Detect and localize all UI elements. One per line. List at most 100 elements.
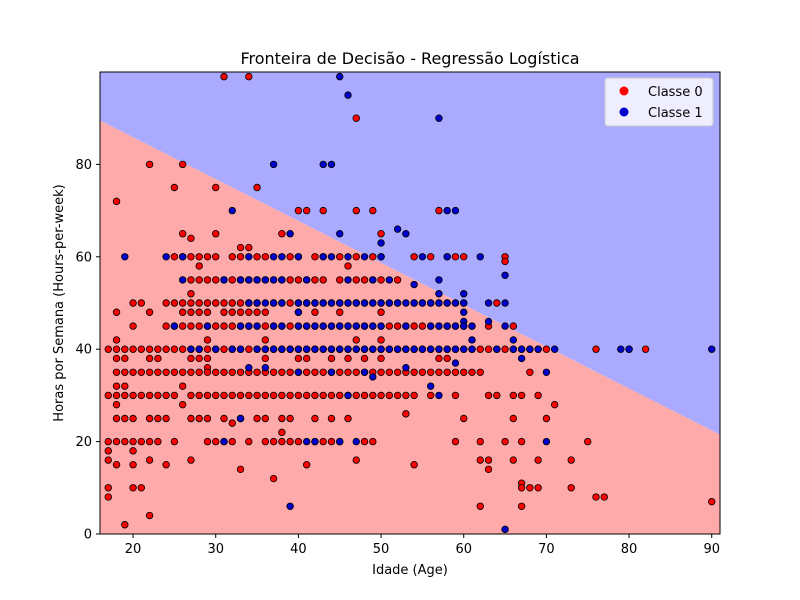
- x-tick-label: 60: [455, 542, 472, 557]
- point-classe-0: [352, 276, 360, 284]
- point-classe-0: [352, 206, 360, 215]
- point-classe-0: [195, 299, 203, 307]
- point-classe-0: [286, 437, 294, 446]
- point-classe-0: [195, 308, 203, 316]
- point-classe-1: [360, 322, 369, 330]
- point-classe-1: [311, 322, 319, 330]
- point-classe-0: [187, 253, 195, 261]
- point-classe-0: [311, 253, 319, 261]
- point-classe-1: [269, 322, 278, 330]
- point-classe-0: [344, 262, 352, 270]
- point-classe-0: [534, 391, 542, 400]
- x-tick-label: 50: [373, 542, 390, 557]
- point-classe-1: [534, 345, 542, 353]
- legend-box: [604, 77, 714, 127]
- point-classe-0: [360, 354, 369, 363]
- point-classe-0: [352, 253, 360, 261]
- point-classe-0: [121, 354, 129, 363]
- point-classe-0: [311, 308, 319, 316]
- point-classe-1: [435, 345, 443, 353]
- point-classe-0: [228, 419, 236, 427]
- point-classe-0: [203, 253, 212, 261]
- point-classe-0: [245, 391, 253, 400]
- point-classe-0: [212, 276, 220, 284]
- point-classe-0: [195, 414, 203, 423]
- point-classe-0: [236, 243, 245, 252]
- point-classe-0: [203, 276, 212, 284]
- point-classe-0: [336, 276, 344, 284]
- point-classe-1: [451, 299, 460, 307]
- point-classe-0: [137, 391, 146, 400]
- point-classe-0: [170, 437, 179, 446]
- point-classe-0: [170, 391, 179, 400]
- point-classe-0: [170, 299, 179, 307]
- point-classe-0: [195, 368, 203, 376]
- point-classe-1: [410, 345, 418, 353]
- point-classe-0: [352, 368, 360, 376]
- point-classe-1: [402, 299, 410, 307]
- point-classe-1: [369, 299, 377, 307]
- point-classe-0: [360, 276, 369, 284]
- point-classe-0: [162, 461, 170, 469]
- point-classe-0: [195, 391, 203, 400]
- point-classe-0: [509, 414, 518, 423]
- point-classe-1: [501, 322, 509, 330]
- point-classe-0: [451, 253, 460, 261]
- point-classe-0: [509, 456, 518, 464]
- point-classe-1: [484, 317, 493, 326]
- point-classe-0: [311, 368, 319, 376]
- point-classe-0: [509, 391, 518, 400]
- point-classe-0: [212, 437, 220, 446]
- x-tick-label: 90: [703, 542, 720, 557]
- point-classe-0: [352, 391, 360, 400]
- point-classe-0: [187, 234, 195, 243]
- point-classe-0: [302, 391, 311, 400]
- point-classe-0: [145, 345, 154, 353]
- point-classe-0: [228, 308, 236, 316]
- point-classe-0: [162, 414, 170, 423]
- point-classe-0: [567, 456, 575, 464]
- point-classe-1: [245, 299, 253, 307]
- point-classe-0: [203, 354, 212, 363]
- point-classe-1: [443, 253, 451, 261]
- point-classe-1: [286, 502, 294, 510]
- point-classe-0: [708, 497, 716, 506]
- point-classe-1: [435, 391, 443, 400]
- point-classe-0: [212, 183, 220, 192]
- point-classe-1: [121, 253, 129, 261]
- point-classe-1: [377, 299, 385, 307]
- point-classe-0: [360, 391, 369, 400]
- point-classe-0: [112, 414, 121, 423]
- point-classe-1: [228, 345, 236, 353]
- point-classe-1: [352, 345, 360, 353]
- point-classe-0: [129, 322, 137, 330]
- point-classe-1: [360, 368, 369, 376]
- point-classe-0: [534, 484, 542, 492]
- point-classe-1: [336, 72, 344, 81]
- point-classe-0: [162, 368, 170, 376]
- point-classe-0: [476, 437, 484, 446]
- y-tick-label: 20: [75, 435, 92, 450]
- point-classe-1: [294, 345, 303, 353]
- point-classe-0: [484, 391, 493, 400]
- point-classe-0: [145, 160, 154, 169]
- point-classe-0: [269, 368, 278, 376]
- point-classe-1: [451, 359, 460, 367]
- point-classe-0: [203, 437, 212, 446]
- point-classe-1: [327, 368, 336, 376]
- point-classe-1: [360, 299, 369, 307]
- point-classe-1: [294, 308, 303, 316]
- point-classe-0: [261, 354, 270, 363]
- point-classe-1: [369, 322, 377, 330]
- point-classe-0: [212, 391, 220, 400]
- point-classe-1: [493, 345, 501, 353]
- point-classe-1: [344, 322, 352, 330]
- point-classe-0: [484, 456, 493, 464]
- point-classe-0: [302, 461, 311, 469]
- point-classe-0: [336, 368, 344, 376]
- point-classe-0: [278, 437, 286, 446]
- point-classe-1: [460, 308, 468, 316]
- point-classe-0: [468, 368, 476, 376]
- point-classe-1: [708, 345, 716, 353]
- point-classe-0: [493, 299, 501, 307]
